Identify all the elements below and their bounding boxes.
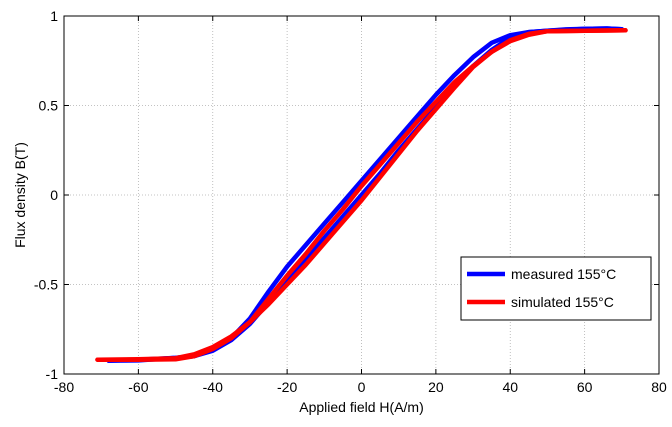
x-axis-label: Applied field H(A/m) <box>299 399 424 415</box>
x-tick-label: 0 <box>358 379 366 395</box>
legend-box <box>460 256 652 321</box>
y-tick-label: 0 <box>50 187 58 203</box>
legend: measured 155°C simulated 155°C <box>460 256 652 321</box>
x-tick-label: 20 <box>428 379 444 395</box>
y-tick-label: -1 <box>46 366 59 382</box>
x-tick-label: -80 <box>54 379 74 395</box>
legend-label-measured: measured 155°C <box>511 266 616 282</box>
x-tick-label: -20 <box>277 379 297 395</box>
y-tick-label: 1 <box>50 8 58 24</box>
x-tick-label: 60 <box>577 379 593 395</box>
legend-label-simulated: simulated 155°C <box>511 294 614 310</box>
y-tick-label: 0.5 <box>39 98 59 114</box>
x-tick-label: 80 <box>651 379 667 395</box>
y-tick-label: -0.5 <box>34 277 58 293</box>
series-simulated-branch-1 <box>95 28 628 362</box>
y-axis-label: Flux density B(T) <box>12 142 28 248</box>
x-tick-label: -60 <box>128 379 148 395</box>
x-tick-label: -40 <box>203 379 223 395</box>
x-tick-label: 40 <box>502 379 518 395</box>
ticks: -80 -60 -40 -20 0 20 40 60 80 -1 -0.5 0 0.5 1 <box>34 8 667 395</box>
series-layer <box>95 26 628 363</box>
